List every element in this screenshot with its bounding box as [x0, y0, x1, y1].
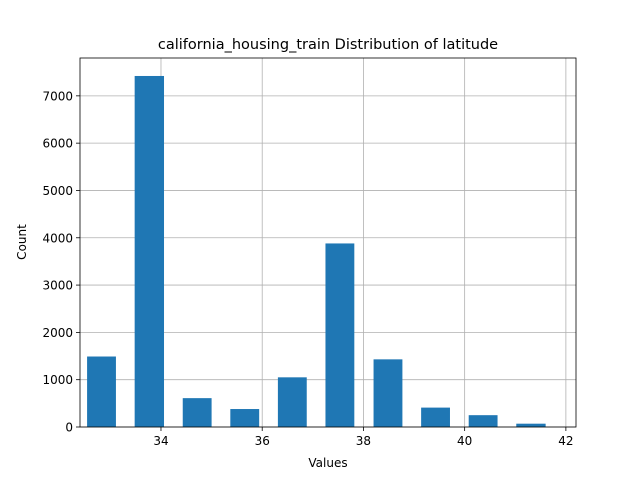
plot-frame	[79, 57, 577, 428]
x-axis-label: Values	[308, 456, 347, 470]
y-tick-label: 1000	[42, 373, 73, 387]
y-tick-label: 0	[65, 421, 73, 435]
histogram-bar	[230, 409, 260, 427]
x-tick-label: 42	[558, 434, 573, 448]
x-tick-label: 38	[356, 434, 371, 448]
histogram-bar	[277, 377, 307, 427]
histogram-bar	[516, 423, 546, 427]
histogram-bar	[182, 398, 212, 427]
y-tick-label: 5000	[42, 184, 73, 198]
y-tick-label: 4000	[42, 231, 73, 245]
y-tick-label: 3000	[42, 279, 73, 293]
y-tick-label: 6000	[42, 137, 73, 151]
y-axis-label: Count	[15, 224, 29, 260]
histogram-bars	[87, 75, 546, 427]
histogram-bar	[134, 75, 165, 427]
histogram-bar	[468, 415, 498, 427]
x-tick-label: 40	[457, 434, 472, 448]
histogram-bar	[421, 407, 450, 427]
x-tick-label: 36	[255, 434, 270, 448]
axes: 34 36 38 40 42 0 1000 2000 3000 4000 5000 6000 7000	[42, 57, 577, 448]
y-tick-label: 2000	[42, 326, 73, 340]
y-tick-label: 7000	[42, 89, 73, 103]
chart-title: california_housing_train Distribution of…	[158, 37, 498, 53]
histogram-bar	[87, 356, 116, 427]
histogram-bar	[373, 359, 403, 427]
histogram-bar	[325, 243, 355, 427]
x-tick-label: 34	[153, 434, 168, 448]
